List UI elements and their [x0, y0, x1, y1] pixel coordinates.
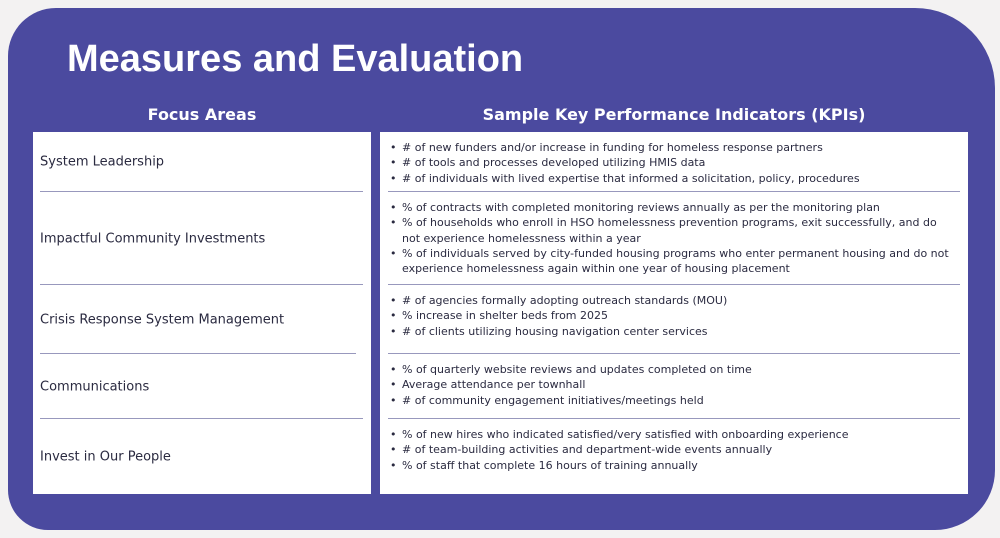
kpi-item: % increase in shelter beds from 2025 [388, 308, 958, 324]
separator [40, 418, 363, 419]
kpi-row: % of new hires who indicated satisfied/v… [380, 419, 968, 494]
separator [40, 284, 363, 285]
kpi-list: % of new hires who indicated satisfied/v… [388, 427, 958, 473]
column-header: Focus Areas [147, 105, 257, 124]
title: Measures and Evaluation [67, 38, 524, 80]
separator [388, 353, 960, 354]
kpi-item: Average attendance per townhall [388, 377, 958, 393]
kpi-item: % of households who enroll in HSO homele… [388, 215, 958, 246]
kpi-item: # of team-building activities and depart… [388, 442, 958, 458]
kpi-item: # of new funders and/or increase in fund… [388, 140, 958, 156]
kpi-item: # of individuals with lived expertise th… [388, 171, 958, 187]
kpi-item: # of agencies formally adopting outreach… [388, 293, 958, 309]
focus-row: Communications [33, 354, 371, 419]
separator [388, 418, 960, 419]
kpi-item: % of new hires who indicated satisfied/v… [388, 427, 958, 443]
focus-column: System Leadership Impactful Community Inv… [33, 132, 371, 494]
kpi-list: # of agencies formally adopting outreach… [388, 293, 958, 339]
separator [40, 353, 356, 354]
kpi-item: # of clients utilizing housing navigatio… [388, 324, 958, 340]
kpi-row: # of agencies formally adopting outreach… [380, 285, 968, 354]
separator [40, 191, 363, 192]
focus-area: Invest in Our People [40, 449, 171, 464]
focus-area: Impactful Community Investments [40, 231, 266, 246]
kpi-item: % of quarterly website reviews and updat… [388, 362, 958, 378]
focus-area: System Leadership [40, 154, 165, 170]
kpi-list: # of new funders and/or increase in fund… [388, 140, 958, 186]
kpi-list: % of quarterly website reviews and updat… [388, 362, 958, 408]
kpi-item: % of staff that complete 16 hours of tra… [388, 458, 958, 474]
separator [388, 191, 960, 192]
kpi-item: % of contracts with completed monitoring… [388, 200, 958, 216]
focus-row: System Leadership [33, 132, 371, 192]
separator [388, 284, 960, 285]
slide-background: Measures and Evaluation Focus Areas Samp… [8, 8, 995, 530]
focus-row: Crisis Response System Management [33, 285, 371, 354]
kpi-row: % of quarterly website reviews and updat… [380, 354, 968, 419]
kpi-item: # of community engagement initiatives/me… [388, 393, 958, 409]
kpi-list: % of contracts with completed monitoring… [388, 200, 958, 276]
focus-area: Communications [40, 379, 150, 394]
kpi-row: % of contracts with completed monitoring… [380, 192, 968, 285]
focus-row: Invest in Our People [33, 419, 371, 494]
kpi-item: % of individuals served by city-funded h… [388, 246, 958, 277]
focus-row: Impactful Community Investments [33, 192, 371, 285]
focus-area: Crisis Response System Management [40, 312, 285, 327]
kpi-item: # of tools and processes developed utili… [388, 155, 958, 171]
kpi-column: # of new funders and/or increase in fund… [380, 132, 968, 494]
kpi-row: # of new funders and/or increase in fund… [380, 132, 968, 192]
column-header: Sample Key Performance Indicators (KPIs) [482, 105, 866, 124]
